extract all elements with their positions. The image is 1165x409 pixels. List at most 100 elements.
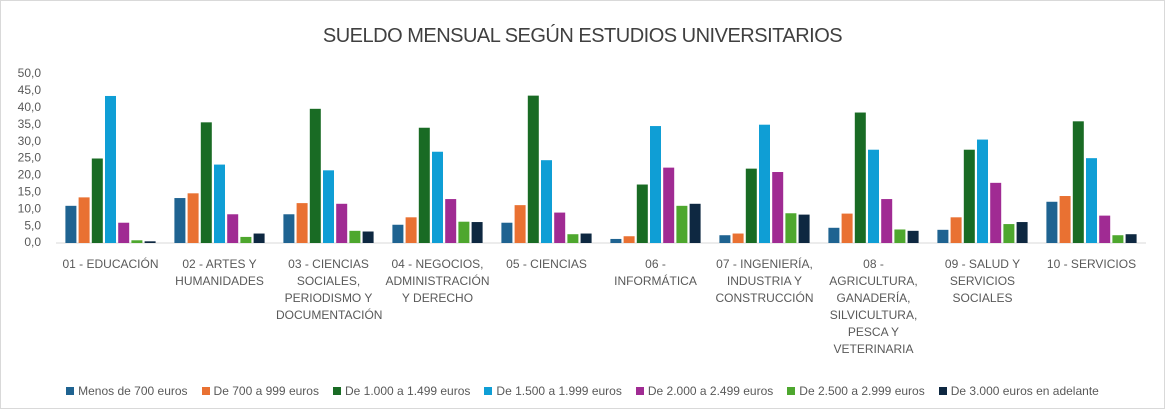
bar (1086, 158, 1097, 243)
bar (759, 124, 770, 243)
bar (580, 233, 592, 243)
legend-swatch (332, 387, 341, 395)
bar (283, 214, 295, 243)
x-tick-label: 01 - EDUCACIÓN (62, 257, 159, 271)
bar (881, 199, 893, 243)
bar (894, 229, 906, 243)
legend-item: De 1.500 a 1.999 euros (484, 384, 622, 398)
legend-swatch (201, 387, 210, 395)
bar (937, 229, 949, 243)
legend-swatch (787, 387, 796, 395)
legend-label: Menos de 700 euros (78, 384, 188, 398)
bar (240, 236, 252, 243)
legend-label: De 2.000 a 2.499 euros (647, 384, 774, 398)
bar (663, 167, 675, 243)
bar (1072, 121, 1084, 243)
bar (623, 236, 635, 243)
bar (541, 160, 552, 243)
bar (501, 222, 513, 243)
y-tick-label: 50,0 (18, 66, 42, 80)
bar (772, 172, 784, 243)
legend-label: De 700 a 999 euros (213, 384, 319, 398)
y-tick-label: 40,0 (18, 100, 42, 114)
legend-item: De 3.000 euros en adelante (938, 384, 1099, 398)
x-tick-label: 07 - INGENIERÍA, INDUSTRIA Y CONSTRUCCIÓ… (715, 257, 814, 305)
legend-label: De 1.500 a 1.999 euros (496, 384, 622, 398)
y-tick-label: 25,0 (18, 151, 42, 165)
bar (963, 149, 975, 243)
bar (445, 199, 457, 243)
bar (458, 221, 470, 243)
x-tick-label: 02 - ARTES Y HUMANIDADES (175, 257, 264, 288)
bar (732, 233, 744, 243)
bar (610, 238, 622, 243)
bar (349, 230, 361, 243)
bar (432, 151, 443, 243)
bar (418, 127, 430, 243)
legend-swatch (66, 387, 75, 395)
bar (336, 203, 348, 243)
legend-swatch (635, 387, 644, 395)
bar (567, 234, 579, 243)
bar (650, 126, 661, 243)
x-tick-label: 06 - INFORMÁTICA (614, 257, 697, 288)
y-tick-label: 20,0 (18, 168, 42, 182)
legend-label: De 1.000 a 1.499 euros (344, 384, 471, 398)
x-tick-label: 09 - SALUD Y SERVICIOS SOCIALES (944, 257, 1021, 305)
legend-swatch (938, 387, 947, 395)
y-tick-label: 10,0 (18, 201, 42, 215)
bar (990, 182, 1002, 243)
bar (1016, 222, 1028, 243)
legend-swatch (484, 387, 493, 395)
y-tick-label: 5,0 (24, 218, 41, 232)
bar (907, 230, 919, 243)
bar (187, 193, 199, 243)
bar (527, 95, 539, 243)
legend-item: De 700 a 999 euros (201, 384, 319, 398)
bar (323, 170, 334, 243)
bar (841, 213, 853, 243)
bar (65, 205, 77, 243)
y-tick-label: 35,0 (18, 117, 42, 131)
bar (362, 231, 374, 243)
x-tick-label: 10 - SERVICIOS (1046, 257, 1137, 271)
bar (105, 95, 116, 243)
bar (214, 164, 225, 243)
legend-item: De 2.000 a 2.499 euros (635, 384, 774, 398)
legend: Menos de 700 euros De 700 a 999 euros De 1… (1, 384, 1164, 398)
bar (854, 112, 866, 243)
legend-item: De 1.000 a 1.499 euros (332, 384, 471, 398)
bar (91, 158, 103, 243)
x-tick-label: 03 - CIENCIAS SOCIALES, PERIODISMO Y DOC… (276, 257, 383, 322)
bar (309, 108, 321, 244)
bar (131, 240, 143, 243)
bar (554, 212, 566, 243)
y-tick-label: 0,0 (24, 235, 41, 249)
legend-label: De 3.000 euros en adelante (950, 384, 1099, 398)
bar (392, 224, 404, 243)
bar (868, 149, 879, 243)
bar (174, 198, 186, 243)
x-tick-label: 04 - NEGOCIOS, ADMINISTRACIÓN Y DERECHO (385, 257, 490, 305)
y-tick-label: 30,0 (18, 134, 42, 148)
legend-item: De 2.500 a 2.999 euros (787, 384, 925, 398)
bar (636, 184, 648, 243)
bar (828, 227, 840, 243)
y-tick-label: 15,0 (18, 184, 42, 198)
bar (1046, 201, 1058, 243)
bar (719, 235, 731, 243)
bar (950, 217, 962, 243)
y-tick-label: 45,0 (18, 83, 42, 97)
bar (785, 213, 797, 243)
chart-title: SUELDO MENSUAL SEGÚN ESTUDIOS UNIVERSITA… (322, 25, 843, 47)
bar (745, 168, 757, 243)
legend-label: De 2.500 a 2.999 euros (799, 384, 925, 398)
bar (1003, 224, 1015, 243)
bar (676, 205, 688, 243)
legend-item: Menos de 700 euros (66, 384, 188, 398)
bar (1125, 234, 1137, 243)
bar (405, 217, 417, 243)
bar (227, 214, 239, 243)
